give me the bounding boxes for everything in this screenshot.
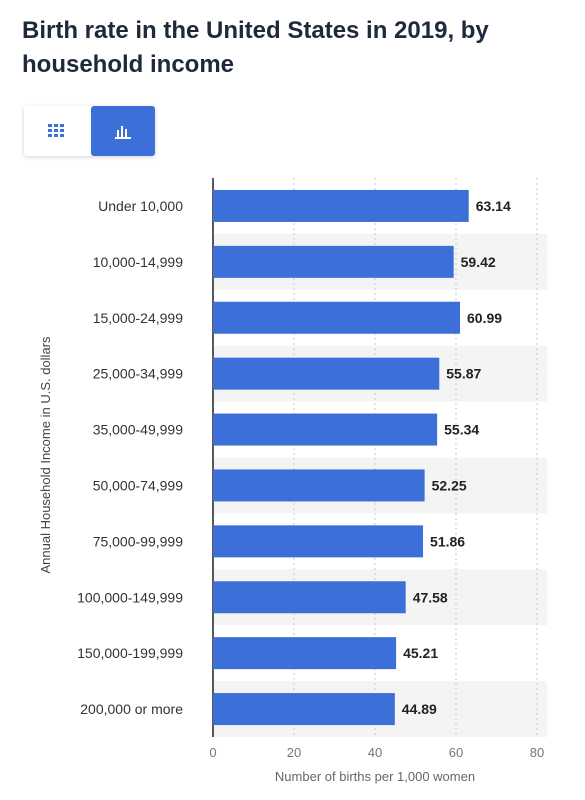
bar-value-label: 52.25 (432, 477, 467, 493)
bar[interactable] (213, 301, 461, 334)
bar[interactable] (213, 357, 440, 390)
chart-view-button[interactable] (91, 106, 155, 156)
category-label: 75,000-99,999 (93, 533, 184, 549)
chart-title: Birth rate in the United States in 2019,… (22, 17, 489, 78)
view-toggle (24, 106, 155, 156)
y-axis-title: Annual Household Income in U.S. dollars (38, 336, 53, 574)
bar[interactable] (213, 525, 424, 558)
bar-value-label: 51.86 (430, 533, 465, 549)
x-tick-label: 0 (209, 745, 216, 760)
category-label: 200,000 or more (80, 701, 183, 717)
bar-value-label: 59.42 (461, 254, 496, 270)
x-axis-title: Number of births per 1,000 women (275, 769, 475, 784)
category-label: 50,000-74,999 (93, 477, 184, 493)
bar[interactable] (213, 693, 395, 726)
bar[interactable] (213, 469, 425, 502)
bar-value-label: 55.87 (446, 366, 481, 382)
bar[interactable] (213, 581, 406, 614)
bar-value-label: 55.34 (444, 422, 479, 438)
category-label: 10,000-14,999 (93, 254, 184, 270)
category-label: 150,000-199,999 (77, 645, 183, 661)
category-label: 15,000-24,999 (93, 310, 184, 326)
x-tick-label: 40 (368, 745, 382, 760)
bar[interactable] (213, 189, 469, 222)
category-label: Under 10,000 (98, 198, 183, 214)
bar[interactable] (213, 413, 438, 446)
bar-value-label: 44.89 (402, 701, 437, 717)
category-label: 35,000-49,999 (93, 422, 184, 438)
grid-table-icon (48, 124, 64, 137)
bar-value-label: 47.58 (413, 589, 448, 605)
bar-value-label: 45.21 (403, 645, 438, 661)
x-tick-label: 60 (449, 745, 463, 760)
bar-chart-icon (115, 126, 131, 139)
x-tick-label: 20 (287, 745, 301, 760)
bar-value-label: 63.14 (476, 198, 511, 214)
x-tick-label: 80 (530, 745, 544, 760)
bar[interactable] (213, 245, 454, 278)
bar-value-label: 60.99 (467, 310, 502, 326)
category-label: 25,000-34,999 (93, 366, 184, 382)
table-view-button[interactable] (24, 106, 88, 156)
category-label: 100,000-149,999 (77, 589, 183, 605)
bar[interactable] (213, 637, 397, 670)
